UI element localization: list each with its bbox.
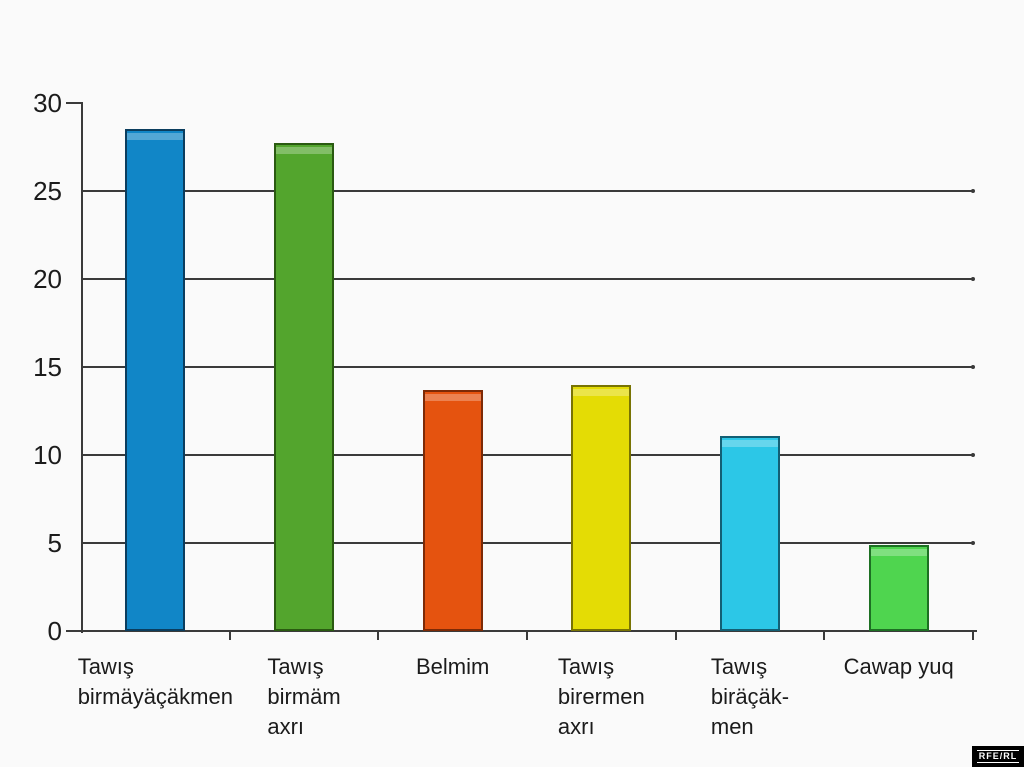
bar-2 (274, 143, 334, 631)
category-separator-tick (823, 631, 826, 640)
category-label-6: Cawap yuq (843, 654, 954, 679)
gridline-end-dot (971, 541, 975, 545)
gridline-10 (81, 453, 975, 457)
gridline-end-dot (971, 453, 975, 457)
gridline-5 (81, 541, 975, 545)
gridline-20 (81, 277, 975, 281)
bar-3 (422, 389, 483, 631)
gridline-end-dot (971, 189, 975, 193)
ytick-label-0: 0 (47, 616, 62, 646)
category-label-1: Tawış birmäyäçäkmen (77, 654, 233, 709)
ytick-label-30: 30 (33, 88, 62, 118)
bar-top-highlight (127, 133, 184, 141)
gridline-end-dot (971, 277, 975, 281)
category-label-2: Tawış birmäm axrı (267, 654, 341, 739)
rferl-logo: RFE/RL (972, 746, 1024, 767)
bar-6 (868, 544, 929, 631)
bar-1 (125, 129, 186, 631)
ytick-label-15: 15 (33, 352, 62, 382)
bar-top-highlight (870, 548, 927, 556)
category-label-4: Tawış birermen axrı (557, 654, 645, 739)
bar-top-highlight (722, 439, 778, 447)
rferl-logo-text: RFE/RL (976, 750, 1020, 763)
category-label-5: Tawış biräçäk- men (710, 654, 790, 739)
gridline-15 (81, 365, 975, 369)
bar-5 (720, 435, 780, 631)
ytick-label-20: 20 (33, 264, 62, 294)
bar-top-highlight (276, 147, 332, 155)
category-separator-tick (228, 631, 231, 640)
gridline-end-dot (971, 365, 975, 369)
ytick-label-10: 10 (33, 440, 62, 470)
y-axis-top-tick (66, 102, 83, 104)
bar-top-highlight (573, 388, 630, 396)
category-separator-tick (674, 631, 677, 640)
bar-top-highlight (424, 393, 481, 401)
ytick-label-25: 25 (33, 176, 62, 206)
x-axis-baseline (66, 630, 977, 632)
y-axis (81, 103, 83, 633)
category-label-3: Belmim (415, 654, 490, 679)
gridline-25 (81, 189, 975, 193)
bar-4 (571, 384, 632, 631)
ytick-label-5: 5 (47, 528, 62, 558)
category-separator-tick (972, 631, 974, 640)
category-separator-tick (377, 631, 380, 640)
category-separator-tick (526, 631, 528, 640)
